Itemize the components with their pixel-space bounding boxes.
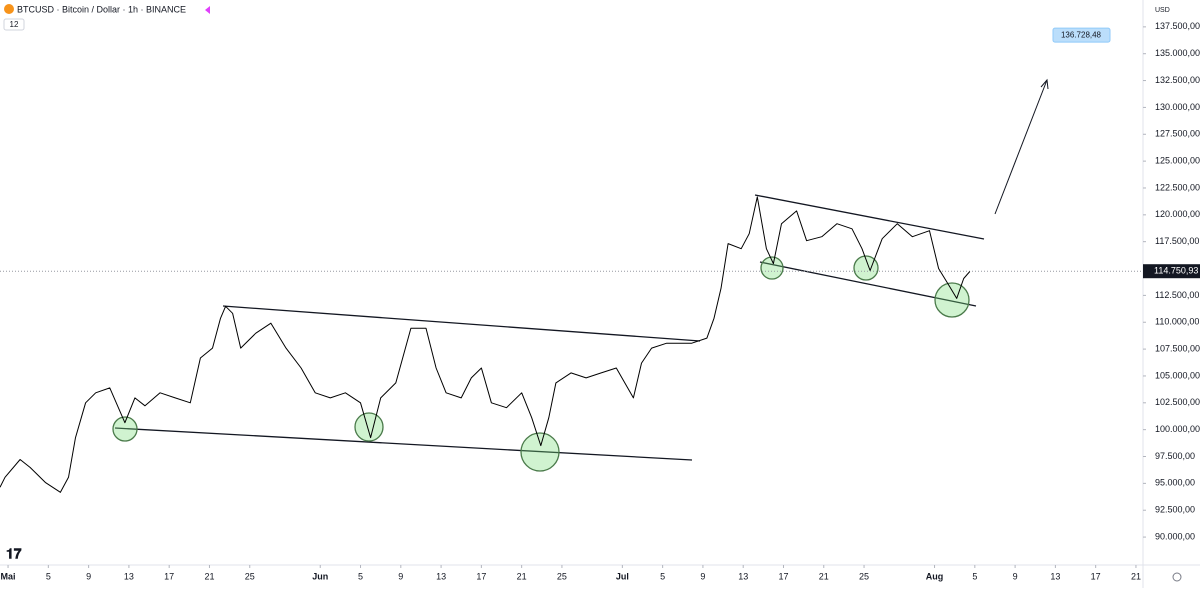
x-tick-label: 25 [859,571,869,581]
x-tick-label: 21 [517,571,527,581]
x-tick-label: 9 [398,571,403,581]
x-tick-label: 21 [204,571,214,581]
y-tick-label: 107.500,00 [1155,343,1200,353]
circles [112,255,970,472]
x-tick-label: 21 [1131,571,1141,581]
trendline [114,427,693,461]
y-tick-label: 122.500,00 [1155,182,1200,192]
last-price-box [1143,264,1200,279]
settings-icon[interactable] [1172,572,1182,582]
arrow-head [1040,78,1049,90]
tv-logo: 𝟏𝟕 [6,546,22,562]
symbol-icon [4,4,14,14]
highlight-circle [853,255,879,281]
x-tick-label: 5 [972,571,977,581]
y-tick-label: 100.000,00 [1155,424,1200,434]
x-tick-label: 13 [124,571,134,581]
x-tick-label: Aug [926,571,944,581]
x-tick-label: 5 [358,571,363,581]
arrow-line [994,79,1048,215]
y-tick-label: 105.000,00 [1155,370,1200,380]
interval-badge[interactable] [3,18,25,31]
y-tick-label: 120.000,00 [1155,209,1200,219]
x-tick-label: 25 [557,571,567,581]
x-tick-label: 17 [476,571,486,581]
x-tick-label: 5 [660,571,665,581]
highlight-circle [112,416,138,442]
last-price-label: 114.750,93 [1154,266,1198,276]
y-tick-label: 137.500,00 [1155,21,1200,31]
x-tick-label: 13 [738,571,748,581]
x-tick-label: 13 [1050,571,1060,581]
trendline [754,194,985,240]
highlight-circle [520,432,560,472]
x-tick-label: 17 [778,571,788,581]
y-tick-label: 90.000,00 [1155,531,1195,541]
y-tick-label: 92.500,00 [1155,505,1195,515]
y-tick-label: 95.000,00 [1155,478,1195,488]
x-tick-label: Jul [616,571,629,581]
x-tick-label: 9 [700,571,705,581]
symbol-title: BTCUSD · Bitcoin / Dollar · 1h · BINANCE [17,4,186,14]
y-tick-label: 135.000,00 [1155,48,1200,58]
price-line [0,196,971,493]
highlight-circle [354,412,384,442]
target-label: 136.728,48 [1061,30,1102,39]
x-tick-label: 5 [46,571,51,581]
y-tick-label: 97.500,00 [1155,451,1195,461]
trendline [759,261,977,307]
trendline [222,305,701,342]
y-unit: USD [1155,7,1170,14]
highlight-circle [760,256,784,280]
x-tick-label: 17 [1091,571,1101,581]
flag-icon [205,6,210,14]
x-tick-label: 17 [164,571,174,581]
drawings [114,78,1049,461]
y-tick-label: 125.000,00 [1155,155,1200,165]
x-tick-label: 25 [245,571,255,581]
x-tick-label: 9 [86,571,91,581]
x-tick-label: 13 [436,571,446,581]
y-tick-label: 110.000,00 [1155,317,1199,327]
y-tick-label: 127.500,00 [1155,129,1200,139]
y-tick-label: 130.000,00 [1155,102,1200,112]
y-tick-label: 117.500,00 [1155,236,1199,246]
target-box [1052,27,1111,43]
x-tick-label: Jun [312,571,328,581]
y-tick-label: 132.500,00 [1155,75,1200,85]
x-tick-label: 9 [1013,571,1018,581]
x-tick-label: Mai [1,571,16,581]
y-tick-label: 112.500,00 [1155,290,1199,300]
x-tick-label: 21 [819,571,829,581]
badge-text: 12 [10,20,19,29]
y-tick-label: 102.500,00 [1155,397,1200,407]
highlight-circle [934,282,970,318]
